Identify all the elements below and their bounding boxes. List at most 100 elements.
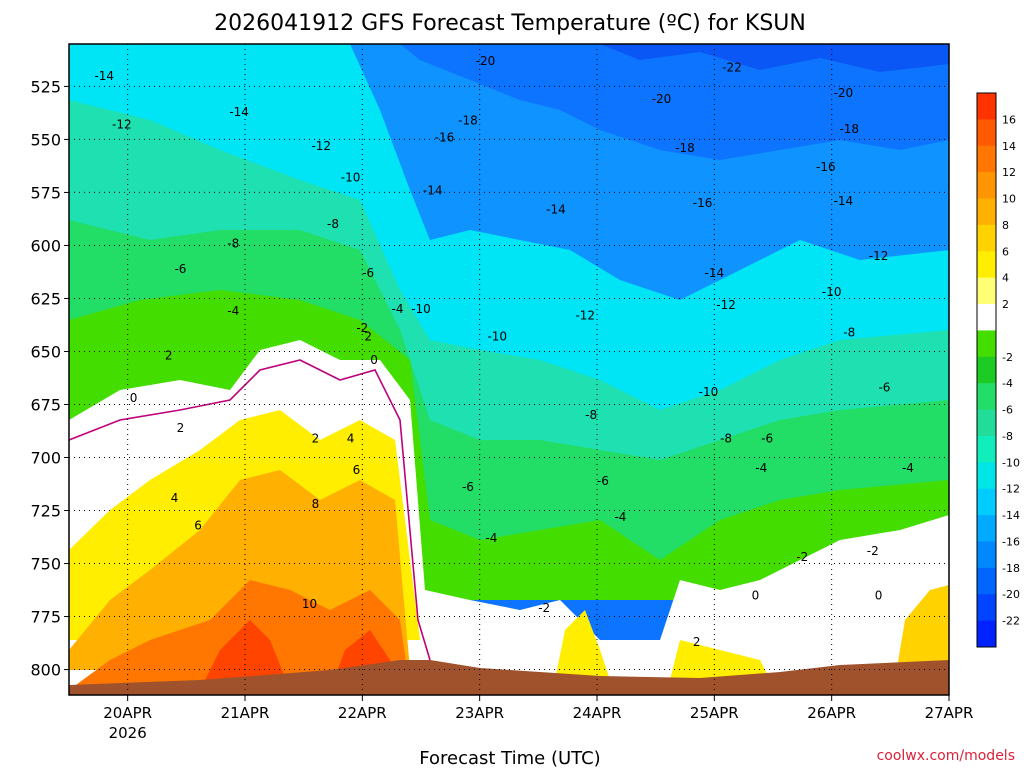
- contour-label: 2: [165, 349, 173, 363]
- contour-label: -22: [722, 60, 742, 74]
- colorbar-label: 8: [1002, 219, 1009, 232]
- x-tick-label: 24APR: [573, 704, 622, 722]
- contour-label: 0: [130, 391, 138, 405]
- contour-label: -8: [585, 408, 597, 422]
- contour-label: 10: [302, 597, 317, 611]
- y-tick-label: 750: [30, 555, 61, 574]
- contour-label: -4: [485, 531, 497, 545]
- x-tick-label: 25APR: [690, 704, 739, 722]
- colorbar-label: -20: [1002, 588, 1020, 601]
- contour-label: 4: [171, 491, 179, 505]
- y-tick-label: 650: [30, 342, 61, 361]
- contour-label: 6: [353, 463, 361, 477]
- colorbar-swatch: [977, 409, 996, 437]
- colorbar-swatch: [977, 119, 996, 147]
- contour-label: -18: [458, 113, 478, 127]
- contour-label: -14: [834, 194, 854, 208]
- contour-label: 2: [177, 421, 185, 435]
- colorbar-label: -8: [1002, 430, 1013, 443]
- plot-frame: [68, 43, 950, 696]
- x-tick-label: 21APR: [221, 704, 270, 722]
- colorbar-swatch: [977, 198, 996, 226]
- contour-label: -8: [720, 431, 732, 445]
- colorbar-swatch: [977, 330, 996, 358]
- contour-label: 8: [312, 497, 320, 511]
- contour-label: 6: [194, 518, 202, 532]
- contour-label: -6: [462, 480, 474, 494]
- chart-title: 2026041912 GFS Forecast Temperature (ºC)…: [214, 11, 806, 36]
- colorbar-label: 10: [1002, 193, 1016, 206]
- colorbar-swatch: [977, 93, 996, 120]
- contour-label: -18: [675, 141, 695, 155]
- contour-label: -14: [229, 105, 249, 119]
- contour-label: 2: [364, 330, 372, 344]
- colorbar-label: -14: [1002, 509, 1020, 522]
- y-tick-label: 600: [30, 236, 61, 255]
- contour-label: -12: [575, 308, 595, 322]
- contour-label: -20: [834, 86, 854, 100]
- colorbar-swatch: [977, 462, 996, 490]
- colorbar-label: -12: [1002, 483, 1020, 496]
- contour-label: -6: [878, 381, 890, 395]
- y-tick-label: 700: [30, 449, 61, 468]
- x-tick-label: 22APR: [338, 704, 387, 722]
- contour-label: -18: [839, 122, 859, 136]
- colorbar-swatch: [977, 515, 996, 542]
- contour-label: -4: [755, 461, 767, 475]
- contour-label: -2: [538, 601, 550, 615]
- contour-label: -12: [869, 249, 889, 263]
- colorbar: 16 14 12 10 8 6 4 2 -2 -4 -6 -8 -10 -12 -14 -16 -18 -20 -2…: [976, 92, 1020, 648]
- contour-label: -10: [487, 330, 507, 344]
- colorbar-label: 4: [1002, 272, 1009, 285]
- warm-pocket-24apr: [555, 610, 610, 680]
- contour-label: -10: [411, 302, 431, 316]
- colorbar-swatch: [977, 435, 996, 463]
- contour-label: -2: [796, 550, 808, 564]
- contour-labels: -22-20-20 -20-18-18-18-16-16-16-14-14-14-…: [94, 54, 914, 649]
- band-minus-20: [69, 44, 949, 72]
- y-tick-label: 675: [30, 395, 61, 414]
- colorbar-swatch: [977, 356, 996, 384]
- contour-label: -6: [362, 266, 374, 280]
- contour-label: -14: [705, 266, 725, 280]
- colorbar-swatch: [977, 541, 996, 569]
- contour-label: 0: [370, 353, 378, 367]
- contour-label: -12: [311, 139, 331, 153]
- contour-label: -2: [356, 321, 368, 335]
- colorbar-label: 12: [1002, 166, 1016, 179]
- y-axis: 525 550 575 600 625 650 675 700 725 750 775 800: [30, 77, 69, 680]
- colorbar-swatch: [977, 567, 996, 595]
- contour-label: 0: [752, 588, 760, 602]
- colorbar-swatch: [977, 224, 996, 252]
- colorbar-label: 2: [1002, 298, 1009, 311]
- contour-label: -10: [341, 171, 361, 185]
- colorbar-label: 14: [1002, 140, 1016, 153]
- y-tick-label: 625: [30, 289, 61, 308]
- contour-label: -20: [476, 54, 496, 68]
- colorbar-swatch: [977, 172, 996, 200]
- colorbar-swatch: [977, 277, 996, 305]
- colorbar-swatch: [977, 145, 996, 173]
- x-tick-label: 20APR: [103, 704, 152, 722]
- contour-label: 2: [693, 635, 701, 649]
- contour-label: -4: [902, 461, 914, 475]
- contour-label: 2: [312, 431, 320, 445]
- terrain-ground: [69, 660, 949, 695]
- colorbar-swatch: [977, 620, 996, 648]
- contour-label: -8: [843, 325, 855, 339]
- y-tick-label: 525: [30, 77, 61, 96]
- contour-label: -8: [327, 217, 339, 231]
- x-axis: 20APR 21APR 22APR 23APR 24APR 25APR 26APR 27APR…: [103, 695, 973, 742]
- contour-label: -6: [174, 262, 186, 276]
- contour-label: -6: [761, 431, 773, 445]
- contour-label: -10: [822, 285, 842, 299]
- y-tick-label: 775: [30, 608, 61, 627]
- colorbar-swatch: [977, 383, 996, 411]
- x-axis-label: Forecast Time (UTC): [419, 748, 600, 768]
- contour-label: -12: [112, 118, 132, 132]
- colorbar-swatch: [977, 251, 996, 279]
- colorbar-frame: [976, 92, 997, 648]
- contour-label: -10: [699, 385, 719, 399]
- y-tick-label: 550: [30, 130, 61, 149]
